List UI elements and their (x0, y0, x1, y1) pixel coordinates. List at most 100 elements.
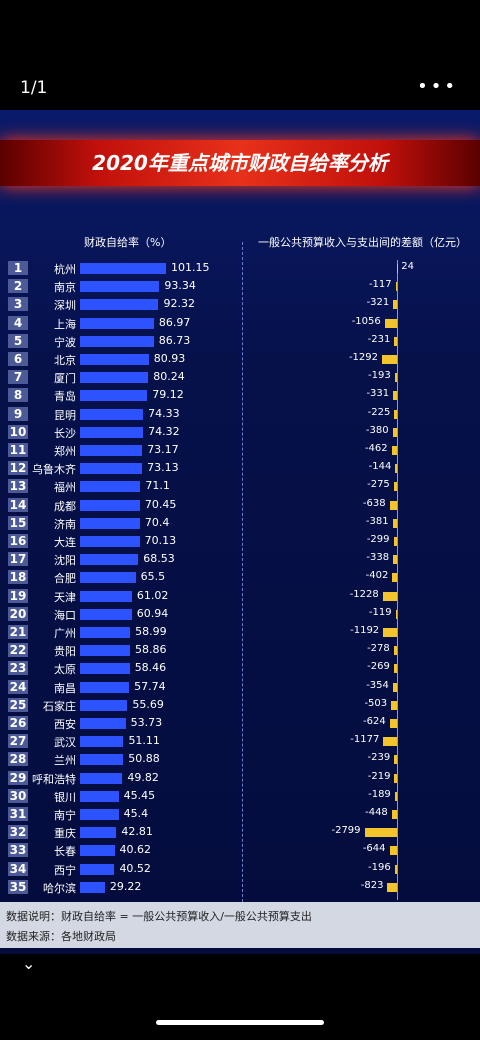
rate-bar (80, 627, 131, 638)
rate-bar (80, 445, 143, 456)
rate-value: 58.46 (134, 661, 167, 675)
gap-value: -2799 (331, 825, 361, 837)
chart-title: 2020年重点城市财政自给率分析 (92, 151, 388, 175)
gap-value: -331 (366, 388, 390, 400)
rate-bar (80, 790, 119, 802)
rate-bar (80, 554, 139, 566)
rate-value: 55.69 (132, 697, 164, 711)
rate-value: 86.73 (158, 333, 191, 347)
rate-bar (80, 590, 132, 602)
gap-bar (382, 355, 397, 364)
gap-bar (394, 864, 397, 874)
gap-value: -381 (365, 515, 389, 527)
rank-badge: 9 (8, 406, 28, 421)
city-label: 西安 (54, 718, 76, 731)
city-label: 青岛 (54, 390, 76, 404)
chevron-down-icon[interactable]: ⌄ (22, 954, 36, 973)
rank-badge: 8 (8, 388, 28, 403)
gap-value: -1192 (350, 625, 380, 636)
rate-value: 70.13 (144, 534, 177, 547)
rank-badge: 32 (8, 825, 28, 840)
city-label: 宁波 (54, 335, 76, 349)
city-label: 海口 (54, 608, 76, 622)
rate-value: 71.1 (145, 479, 170, 493)
gap-bar (395, 282, 397, 292)
rate-value: 93.34 (164, 279, 196, 293)
gap-bar (394, 336, 397, 346)
home-indicator[interactable] (156, 1020, 324, 1025)
rank-badge: 24 (8, 679, 28, 694)
rate-bar (80, 335, 154, 347)
title-banner: 2020年重点城市财政自给率分析 (0, 140, 480, 186)
city-label: 石家庄 (43, 699, 76, 713)
rate-bar (80, 663, 130, 675)
rate-value: 58.86 (135, 643, 167, 657)
rate-bar (80, 408, 144, 420)
rate-bar (80, 608, 132, 620)
city-label: 北京 (54, 354, 76, 367)
rank-badge: 18 (8, 570, 28, 585)
rate-value: 80.93 (153, 352, 186, 365)
city-label: 上海 (54, 317, 76, 331)
gap-bar (394, 755, 397, 765)
rank-badge: 21 (8, 625, 28, 639)
gap-bar (391, 810, 397, 819)
city-label: 重庆 (54, 827, 76, 841)
rate-value: 70.4 (144, 515, 170, 529)
rate-bar (80, 863, 115, 875)
gap-value: -239 (367, 752, 391, 764)
rank-badge: 26 (8, 716, 28, 730)
gap-bar (383, 737, 397, 747)
city-label: 贵阳 (54, 645, 76, 659)
rate-value: 61.02 (136, 588, 169, 602)
rate-value: 79.12 (152, 388, 184, 402)
city-label: 太原 (54, 663, 76, 677)
gap-bar (393, 537, 397, 546)
gap-value: -219 (367, 770, 391, 782)
gap-value: -1056 (351, 315, 381, 327)
city-label: 济南 (54, 517, 76, 531)
gap-value: -354 (366, 679, 389, 691)
city-label: 长沙 (54, 426, 76, 440)
rate-value: 40.52 (119, 861, 151, 875)
rank-badge: 1 (8, 261, 28, 275)
city-label: 郑州 (54, 445, 76, 458)
rate-bar (80, 263, 166, 274)
city-label: 南宁 (54, 809, 76, 822)
city-label: 呼和浩特 (32, 772, 76, 786)
rate-bar (80, 809, 119, 820)
rank-badge: 33 (8, 843, 28, 858)
more-options-icon[interactable]: ••• (417, 76, 458, 97)
rate-bar (80, 390, 148, 402)
gap-value: -321 (366, 297, 390, 309)
rate-bar (80, 281, 160, 293)
note-definition: 数据说明：财政自给率 = 一般公共预算收入/一般公共预算支出 (6, 910, 312, 923)
rank-badge: 10 (8, 424, 28, 439)
city-label: 南昌 (54, 681, 76, 695)
gap-value: -193 (368, 370, 391, 382)
rate-value: 68.53 (143, 552, 175, 566)
city-label: 深圳 (54, 299, 76, 313)
rank-badge: 12 (8, 461, 28, 476)
rate-bar (80, 499, 140, 511)
rate-value: 57.74 (134, 679, 166, 693)
rate-bar (80, 463, 143, 475)
rate-bar (80, 645, 131, 657)
page-counter: 1/1 (20, 78, 48, 98)
gap-value: -189 (368, 788, 391, 800)
city-label: 合肥 (54, 572, 76, 586)
city-label: 厦门 (54, 372, 76, 386)
rate-bar (80, 481, 141, 493)
rate-value: 86.97 (158, 315, 191, 329)
rank-badge: 15 (8, 515, 28, 530)
rank-badge: 23 (8, 661, 28, 676)
city-label: 武汉 (54, 736, 76, 750)
rank-badge: 20 (8, 606, 28, 621)
column-divider (242, 242, 243, 902)
gap-value: -144 (368, 461, 392, 473)
gap-bar (389, 500, 397, 510)
gap-value: -225 (367, 406, 391, 418)
rank-badge: 2 (8, 279, 28, 294)
zero-axis (397, 260, 398, 900)
gap-bar (383, 628, 397, 637)
